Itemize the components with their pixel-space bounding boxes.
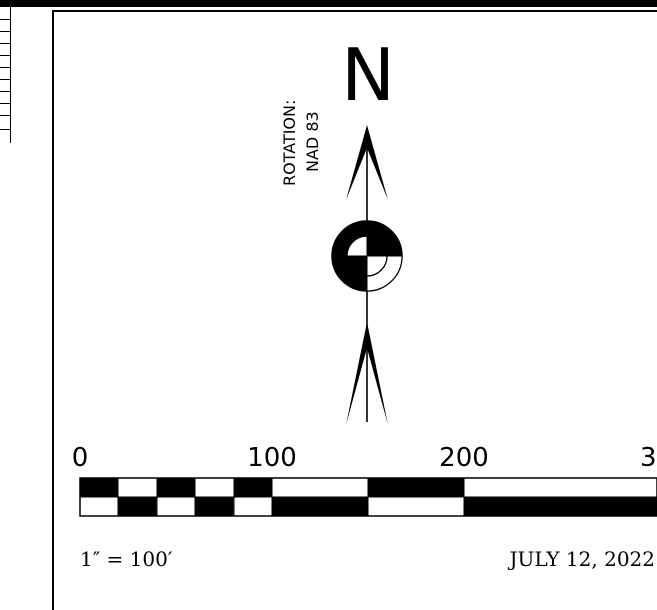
strip-divider (0, 129, 11, 130)
drawing-date: JULY 12, 2022 (508, 547, 656, 571)
strip-divider (0, 115, 11, 116)
north-arrowhead-icon (346, 125, 388, 200)
map-drawing: N ROTATION: NAD 83 0 100 200 30 (72, 33, 657, 571)
sheet-border-top (0, 0, 657, 7)
strip-divider (0, 31, 11, 32)
scale-tick-label: 200 (439, 443, 489, 473)
scale-tick-label: 0 (72, 443, 89, 473)
north-letter: N (341, 33, 395, 117)
scale-tick-label: 30 (640, 443, 657, 473)
scale-statement: 1″ = 100′ (80, 547, 173, 571)
strip-divider (0, 19, 11, 20)
scale-tick-label: 100 (247, 443, 297, 473)
compass-rose-icon (331, 220, 403, 292)
strip-divider (0, 91, 11, 92)
title-block-strip (0, 7, 11, 143)
strip-divider (0, 103, 11, 104)
strip-divider (0, 79, 11, 80)
south-arrowhead-icon (346, 322, 388, 425)
strip-divider (0, 43, 11, 44)
scale-bar (79, 477, 657, 517)
drawing-frame (52, 10, 657, 610)
strip-divider (0, 67, 11, 68)
rotation-label: ROTATION: (280, 100, 299, 186)
strip-divider (0, 55, 11, 56)
datum-label: NAD 83 (303, 111, 322, 172)
scale-bar-labels: 0 100 200 30 (72, 443, 657, 473)
